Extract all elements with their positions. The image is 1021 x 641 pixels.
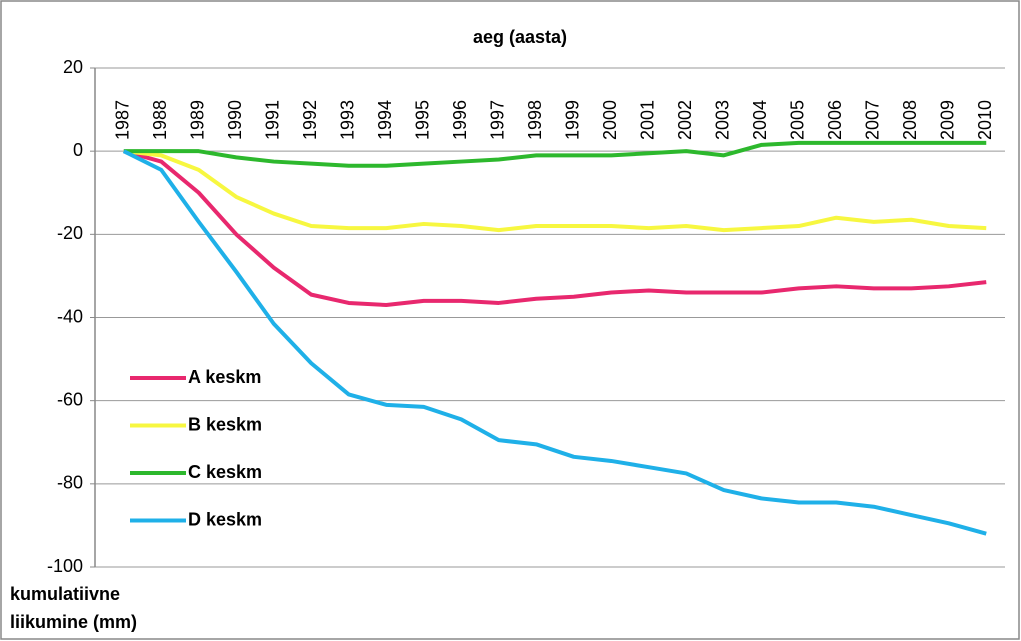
x-tick-label: 1998 [525,100,545,140]
y-tick-label: -80 [57,473,83,493]
series-line [123,149,987,308]
x-tick-label: 2001 [638,100,658,140]
legend-label: A keskm [188,367,261,387]
x-tick-label: 1990 [225,100,245,140]
x-tick-label: 1987 [113,100,133,140]
y-tick-label: 0 [73,140,83,160]
x-tick-label: 2003 [713,100,733,140]
y-tick-label: -20 [57,223,83,243]
legend-label: B keskm [188,414,262,434]
x-tick-label: 1995 [413,100,433,140]
x-tick-label: 2009 [938,100,958,140]
y-tick-label: 20 [63,57,83,77]
x-tick-label: 2002 [675,100,695,140]
legend-label: D keskm [188,509,262,529]
x-tick-label: 2000 [600,100,620,140]
y-tick-label: -60 [57,389,83,409]
series-line [123,149,987,233]
x-tick-label: 1997 [488,100,508,140]
x-tick-label: 2008 [900,100,920,140]
x-tick-label: 1988 [150,100,170,140]
x-tick-label: 1992 [300,100,320,140]
legend-label: C keskm [188,462,262,482]
x-tick-label: 1991 [263,100,283,140]
x-tick-label: 2007 [863,100,883,140]
series-line [122,149,987,536]
x-tick-label: 1994 [375,100,395,140]
x-tick-label: 1996 [450,100,470,140]
y-tick-label: -40 [57,306,83,326]
chart-title: aeg (aasta) [473,27,567,47]
x-tick-label: 2006 [825,100,845,140]
x-tick-label: 1999 [563,100,583,140]
y-tick-label: -100 [47,556,83,576]
y-axis-label: kumulatiivne liikumine (mm) [10,584,138,632]
x-tick-label: 1989 [188,100,208,140]
x-tick-label: 2005 [788,100,808,140]
series-line [123,140,987,168]
x-tick-label: 1993 [338,100,358,140]
x-tick-label: 2004 [750,100,770,140]
x-tick-label: 2010 [975,100,995,140]
